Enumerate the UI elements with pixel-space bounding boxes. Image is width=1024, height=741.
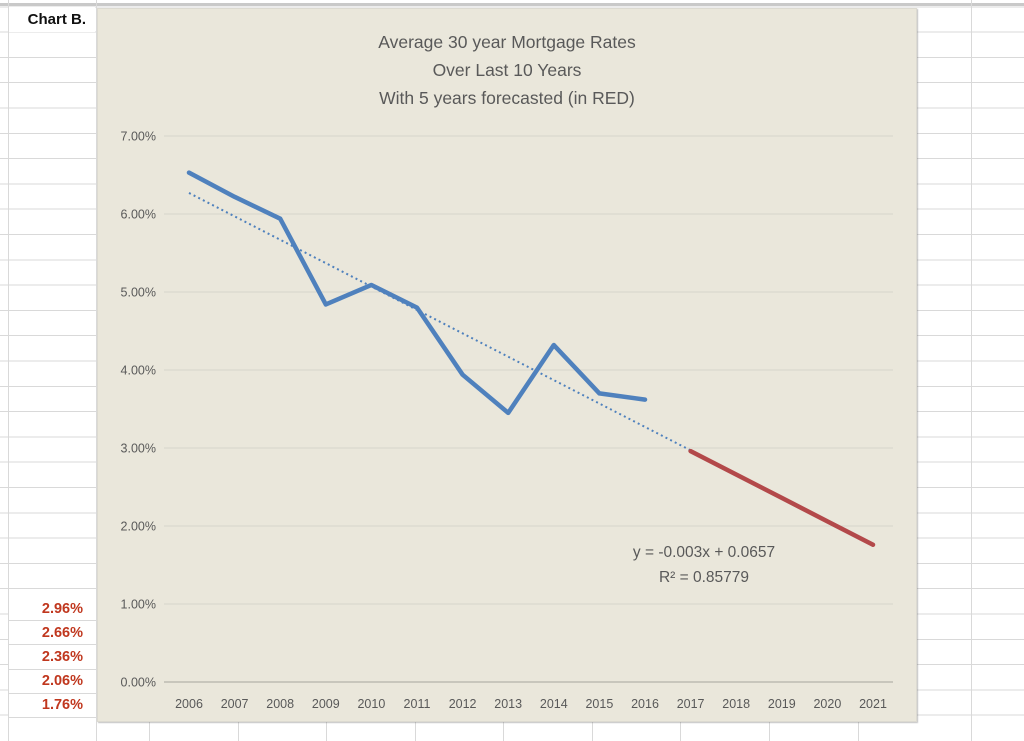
sheet-column-border-right [971, 0, 972, 741]
sheet-top-border [0, 3, 1024, 6]
x-axis-tick-label: 2020 [813, 697, 841, 711]
x-axis-tick-label: 2017 [677, 697, 705, 711]
y-axis-tick-label: 7.00% [121, 130, 156, 144]
sheet-column-border-bottom [592, 722, 593, 741]
x-axis-tick-label: 2013 [494, 697, 522, 711]
sheet-column-border-bottom [858, 722, 859, 741]
x-axis-tick-label: 2011 [404, 697, 431, 711]
x-axis-tick-label: 2019 [768, 697, 796, 711]
series-forecast [688, 448, 876, 547]
y-axis-tick-label: 2.00% [121, 520, 156, 534]
chart-area[interactable]: 7.00% 6.00% 5.00% 4.00% 3.00% 2.00% 1.00% 0.00%… [97, 8, 917, 722]
x-axis-tick-label: 2021 [859, 697, 887, 711]
chart-title: Average 30 year Mortgage Rates Over Last… [98, 28, 916, 112]
y-axis-tick-label: 1.00% [121, 598, 156, 612]
chart-title-line: With 5 years forecasted (in RED) [379, 88, 635, 108]
trendline-r-squared: R² = 0.85779 [658, 569, 750, 586]
chart-plot: 7.00% 6.00% 5.00% 4.00% 3.00% 2.00% 1.00% 0.00%… [121, 130, 893, 711]
series-historical [186, 170, 648, 416]
sheet-column-border-bottom [680, 722, 681, 741]
sheet-column-border-bottom [326, 722, 327, 741]
y-axis-tick-label: 5.00% [121, 286, 156, 300]
forecast-cell[interactable]: 2.96% [9, 597, 96, 622]
y-axis-tick-label: 6.00% [121, 208, 156, 222]
x-axis-tick-label: 2007 [221, 697, 249, 711]
sheet-column-border-bottom [149, 722, 150, 741]
forecast-cell[interactable]: 1.76% [9, 693, 96, 718]
x-axis-tick-label: 2012 [449, 697, 477, 711]
y-axis-tick-label: 3.00% [121, 442, 156, 456]
y-axis-tick-label: 0.00% [121, 676, 156, 690]
y-axis-tick-label: 4.00% [121, 364, 156, 378]
x-axis-tick-label: 2009 [312, 697, 340, 711]
trendline-equation-line: y = -0.003x + 0.0657 [632, 544, 776, 561]
cell-chart-b[interactable]: Chart B. [9, 7, 95, 32]
forecast-cell[interactable]: 2.66% [9, 621, 96, 646]
forecast-cell[interactable]: 2.06% [9, 669, 96, 694]
sheet-column-border-bottom [503, 722, 504, 741]
chart-title-line: Average 30 year Mortgage Rates [378, 32, 636, 52]
forecast-cell[interactable]: 2.36% [9, 645, 96, 670]
chart-title-line: Over Last 10 Years [432, 60, 582, 80]
sheet-column-border-a [8, 0, 9, 741]
sheet-column-border-bottom [415, 722, 416, 741]
x-axis-tick-label: 2016 [631, 697, 659, 711]
x-axis-tick-label: 2010 [357, 697, 385, 711]
sheet-column-border-bottom [769, 722, 770, 741]
forecast-values-column: 2.96% 2.66% 2.36% 2.06% 1.76% [9, 597, 96, 718]
x-axis-tick-label: 2006 [175, 697, 203, 711]
x-axis-tick-label: 2018 [722, 697, 750, 711]
x-axis-tick-label: 2014 [540, 697, 568, 711]
x-axis-tick-label: 2015 [585, 697, 613, 711]
trendline-equation: y = -0.003x + 0.0657 R² = 0.85779 [597, 540, 811, 590]
sheet-column-border-b [96, 0, 97, 741]
x-axis-tick-label: 2008 [266, 697, 294, 711]
sheet-column-border-bottom [238, 722, 239, 741]
